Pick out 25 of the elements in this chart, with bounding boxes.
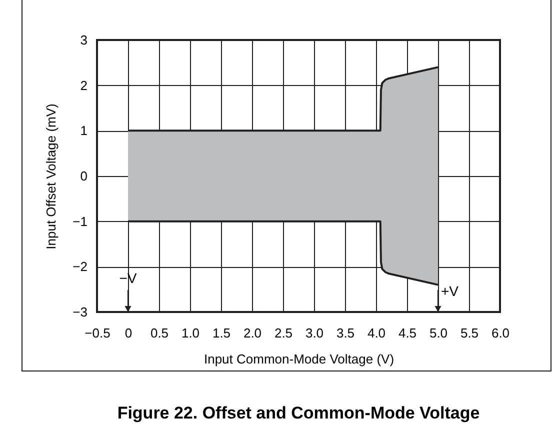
annotation: +V	[441, 283, 460, 299]
x-tick-label: 1.0	[181, 326, 200, 340]
x-tick-label: −0.5	[84, 326, 110, 340]
x-tick-label: 0	[124, 326, 132, 340]
x-tick-label: 1.5	[212, 326, 231, 340]
text: Figure 22. Offset and Common-Mode Voltage	[117, 404, 480, 422]
y-tick-label: 2	[80, 78, 88, 93]
x-tick-label: 6.0	[491, 326, 510, 340]
x-tick-label: 0.5	[150, 326, 169, 340]
x-tick-label: 4.5	[398, 326, 417, 340]
y-axis-title: Input Offset Voltage (mV)	[44, 104, 59, 250]
x-axis-title: Input Common-Mode Voltage (V)	[204, 352, 394, 366]
y-tick-label: 1	[80, 123, 88, 138]
x-tick-label: 2.0	[243, 326, 262, 340]
x-tick-label: 3.0	[305, 326, 324, 340]
x-tick-label: 2.5	[274, 326, 293, 340]
y-tick-label: 3	[80, 32, 88, 48]
x-tick-label: 5.0	[429, 326, 448, 340]
x-tick-label: 4.0	[367, 326, 386, 340]
y-tick-label: −2	[72, 259, 88, 274]
y-tick-label: −3	[72, 304, 88, 320]
y-tick-label: 0	[80, 168, 88, 184]
y-tick-label: −1	[72, 214, 88, 229]
x-tick-label: 5.5	[460, 326, 479, 340]
x-tick-label: 3.5	[336, 326, 355, 340]
